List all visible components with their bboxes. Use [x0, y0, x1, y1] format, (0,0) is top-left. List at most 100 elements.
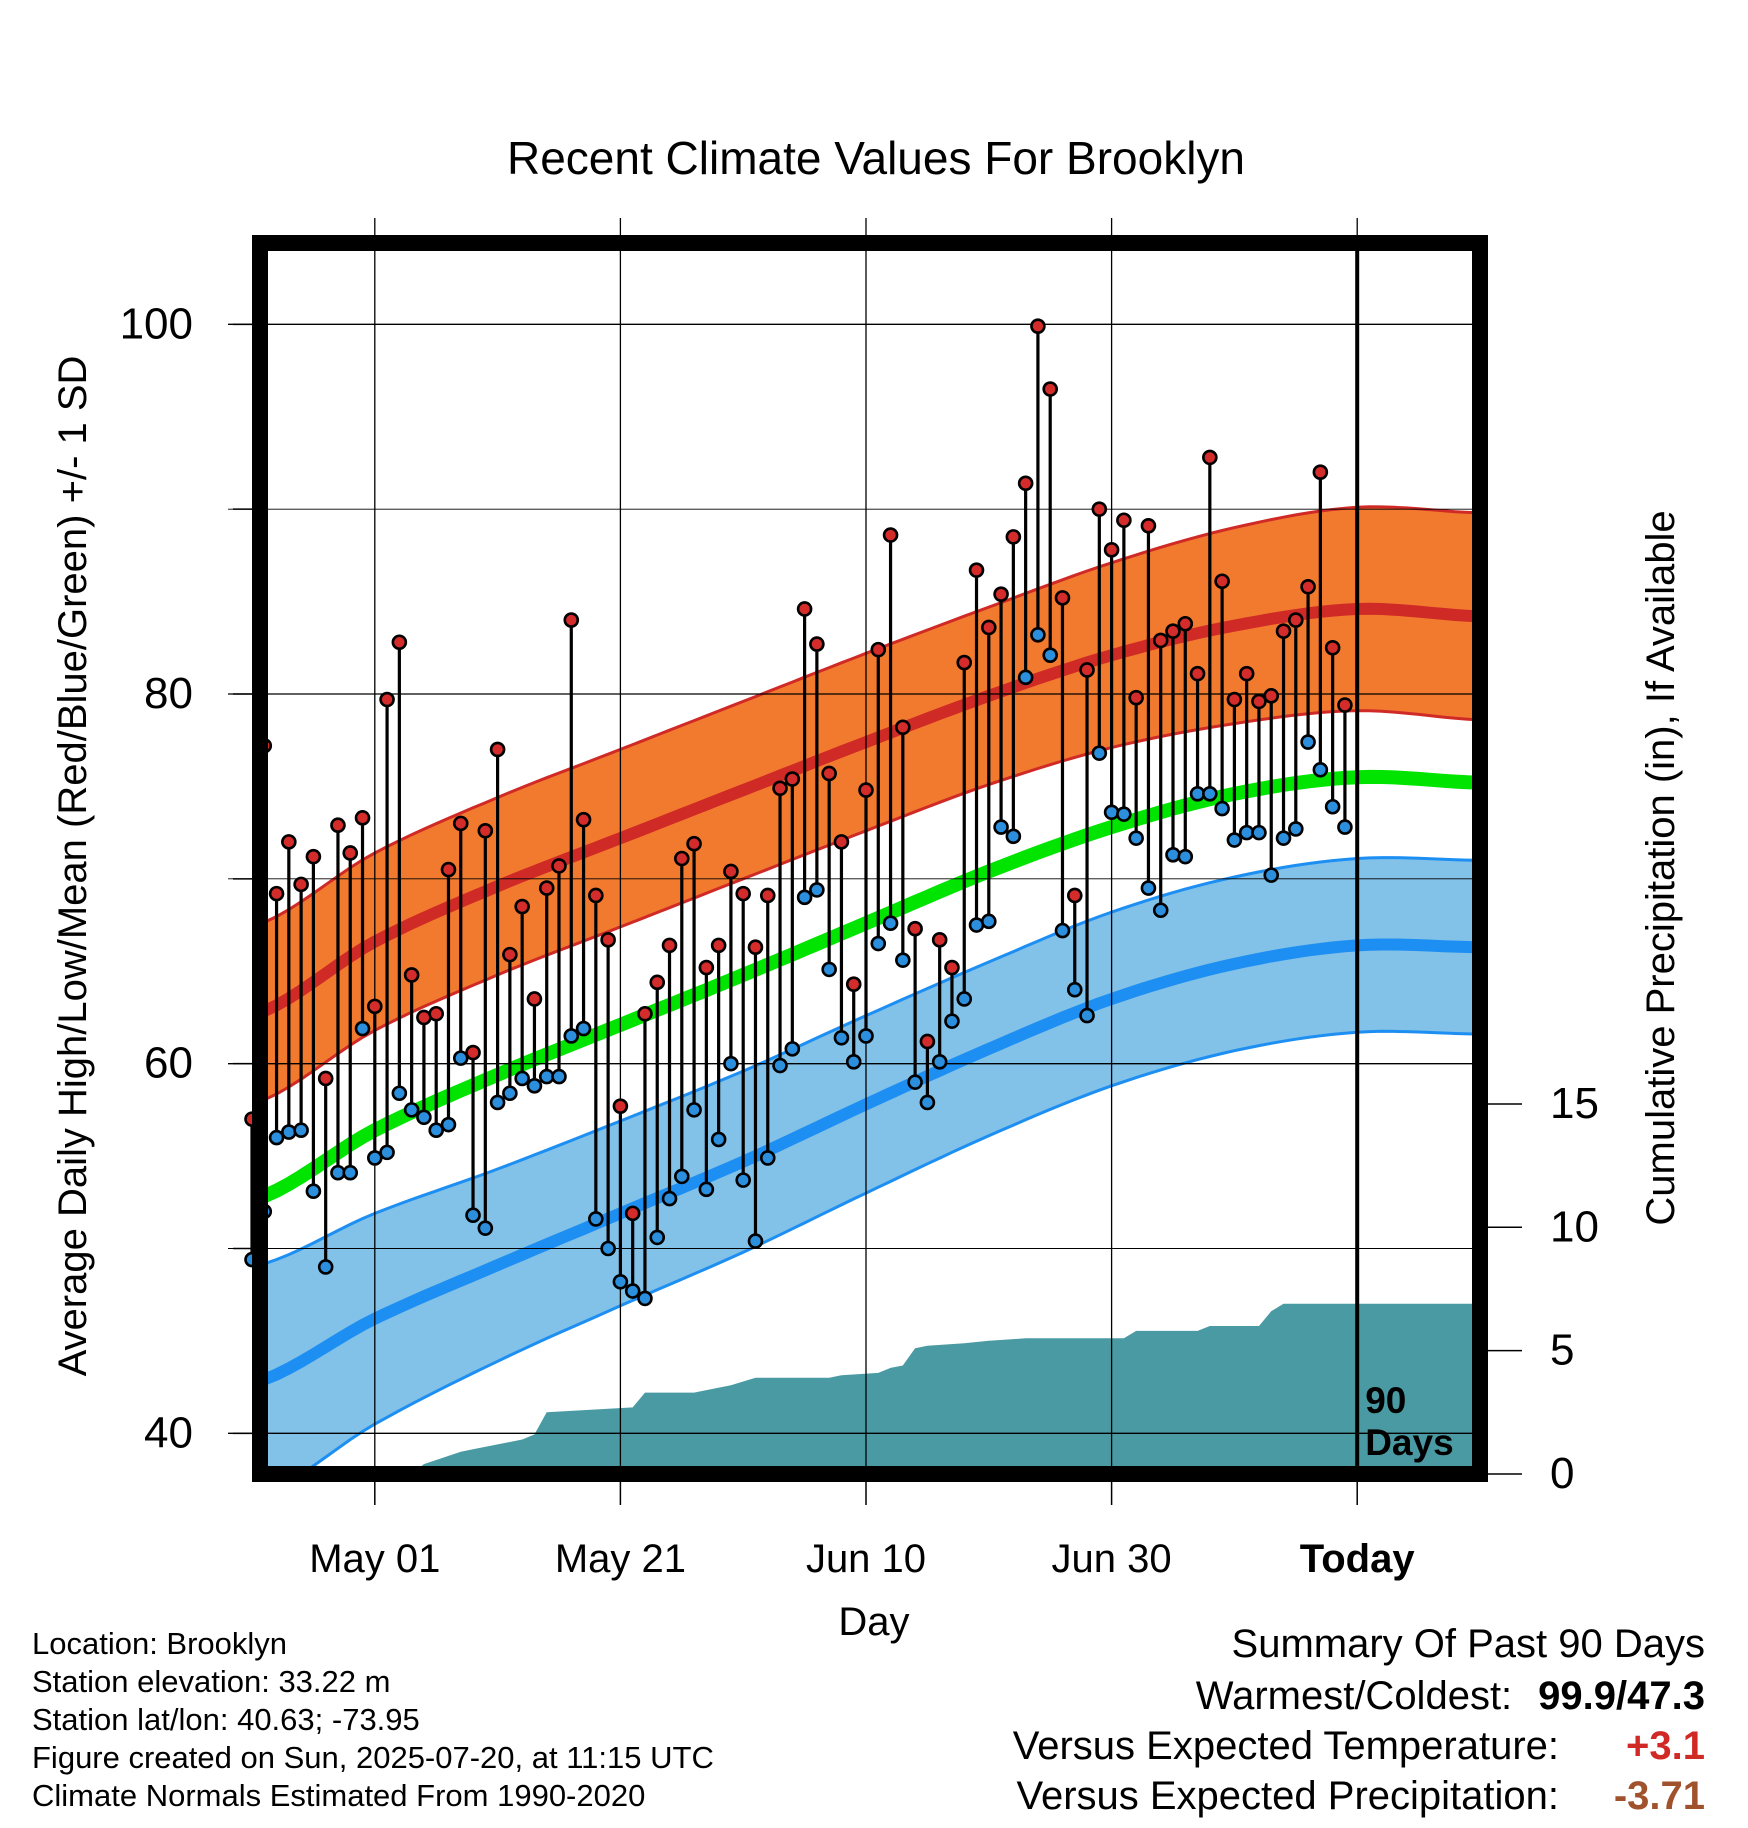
- y2-axis-label: Cumulative Precipitation (in), If Availa…: [1639, 510, 1683, 1225]
- daily-high-point: [747, 939, 764, 956]
- daily-high-point: [563, 612, 580, 628]
- daily-low-point: [895, 952, 911, 968]
- daily-high-point: [1128, 689, 1144, 706]
- daily-high-point: [907, 920, 923, 937]
- daily-high-point: [1251, 693, 1267, 710]
- daily-low-point: [673, 1168, 690, 1185]
- daily-high-point: [1005, 529, 1022, 545]
- daily-high-point: [317, 1070, 334, 1087]
- info-created: Figure created on Sun, 2025-07-20, at 11…: [32, 1740, 714, 1775]
- summary-warmest-row: Warmest/Coldest: 99.9/47.3: [1196, 1674, 1705, 1719]
- chart-title: Recent Climate Values For Brooklyn: [507, 132, 1245, 184]
- daily-low-point: [796, 889, 813, 906]
- daily-low-point: [1288, 821, 1304, 837]
- daily-high-point: [956, 654, 973, 671]
- daily-high-point: [895, 719, 911, 736]
- daily-high-point: [514, 898, 530, 915]
- daily-high-point: [354, 810, 371, 826]
- daily-high-point: [882, 527, 899, 543]
- daily-high-point: [624, 1205, 641, 1222]
- daily-low-point: [281, 1124, 297, 1140]
- daily-high-point: [931, 932, 948, 948]
- daily-low-point: [1005, 828, 1022, 845]
- x-tick-label: May 21: [555, 1537, 686, 1581]
- daily-high-point: [305, 848, 322, 865]
- y-axis-label: Average Daily High/Low/Mean (Red/Blue/Gr…: [51, 356, 95, 1377]
- daily-low-point: [502, 1085, 518, 1102]
- daily-high-point: [980, 619, 997, 636]
- daily-low-point: [575, 1020, 592, 1037]
- y-tick-label: 100: [120, 299, 193, 348]
- daily-high-point: [1226, 691, 1243, 708]
- daily-low-point: [563, 1028, 580, 1044]
- daily-high-point: [1116, 512, 1132, 529]
- daily-low-point: [391, 1085, 408, 1102]
- daily-low-point: [1054, 922, 1071, 939]
- daily-high-point: [1275, 623, 1292, 639]
- daily-high-point: [833, 834, 850, 850]
- daily-low-point: [784, 1041, 801, 1057]
- daily-high-point: [1054, 590, 1071, 606]
- summary-precip-row: Versus Expected Precipitation: -3.71: [1016, 1774, 1705, 1819]
- daily-low-point: [1103, 804, 1120, 821]
- info-elevation: Station elevation: 33.22 m: [32, 1664, 391, 1699]
- daily-low-point: [293, 1122, 309, 1139]
- daily-low-point: [1066, 981, 1083, 998]
- y-tick-label: 80: [144, 669, 193, 718]
- daily-high-point: [403, 967, 420, 983]
- y2-tick-label: 15: [1550, 1079, 1599, 1128]
- daily-low-point: [661, 1190, 678, 1207]
- daily-high-point: [870, 641, 887, 658]
- daily-low-point: [710, 1131, 727, 1148]
- daily-high-point: [858, 782, 874, 798]
- daily-high-point: [281, 834, 297, 850]
- daily-low-point: [1140, 880, 1157, 896]
- daily-low-point: [1116, 806, 1132, 822]
- daily-low-point: [1251, 824, 1267, 841]
- daily-high-point: [698, 959, 715, 976]
- daily-low-point: [440, 1116, 457, 1133]
- daily-low-point: [403, 1102, 420, 1118]
- today-days-label-line: Days: [1365, 1422, 1453, 1463]
- daily-low-point: [1177, 848, 1194, 865]
- x-tick-label: Jun 30: [1052, 1537, 1172, 1581]
- daily-low-point: [944, 1013, 960, 1029]
- daily-high-point: [477, 822, 494, 839]
- daily-low-point: [268, 1129, 285, 1146]
- daily-low-point: [993, 819, 1009, 835]
- daily-high-point: [759, 887, 776, 904]
- daily-high-point: [1091, 501, 1108, 517]
- daily-high-point: [1103, 542, 1120, 558]
- summary-title-text: Summary Of Past 90 Days: [1231, 1622, 1705, 1666]
- y-tick-label: 40: [144, 1408, 193, 1457]
- y-tick-label: 60: [144, 1039, 193, 1088]
- daily-low-point: [551, 1068, 567, 1085]
- daily-low-point: [514, 1070, 530, 1087]
- daily-low-point: [317, 1259, 334, 1275]
- daily-low-point: [1152, 902, 1169, 919]
- daily-low-point: [698, 1181, 715, 1198]
- daily-low-point: [342, 1164, 359, 1181]
- daily-low-point: [772, 1057, 788, 1074]
- daily-high-point: [1152, 632, 1169, 649]
- daily-high-point: [993, 586, 1009, 602]
- info-normals: Climate Normals Estimated From 1990-2020: [32, 1778, 646, 1813]
- daily-high-point: [588, 887, 604, 904]
- daily-low-point: [1300, 734, 1316, 750]
- daily-high-point: [1263, 688, 1280, 704]
- x-tick-label: May 01: [309, 1537, 440, 1581]
- summary-title: Summary Of Past 90 Days: [1232, 1622, 1705, 1667]
- daily-high-point: [1189, 665, 1206, 682]
- daily-high-point: [821, 765, 837, 782]
- daily-low-point: [821, 961, 837, 978]
- plot-area: 90 Days May 01 May 21 Jun 10 Jun 30 Today 40 60 8…: [120, 218, 1599, 1581]
- daily-low-point: [428, 1122, 445, 1139]
- daily-high-point: [1030, 318, 1046, 334]
- daily-low-point: [1165, 847, 1181, 863]
- daily-low-point: [1030, 627, 1046, 643]
- daily-low-point: [980, 913, 997, 930]
- daily-high-point: [391, 634, 408, 651]
- daily-low-point: [1017, 669, 1034, 686]
- daily-high-point: [465, 1044, 481, 1061]
